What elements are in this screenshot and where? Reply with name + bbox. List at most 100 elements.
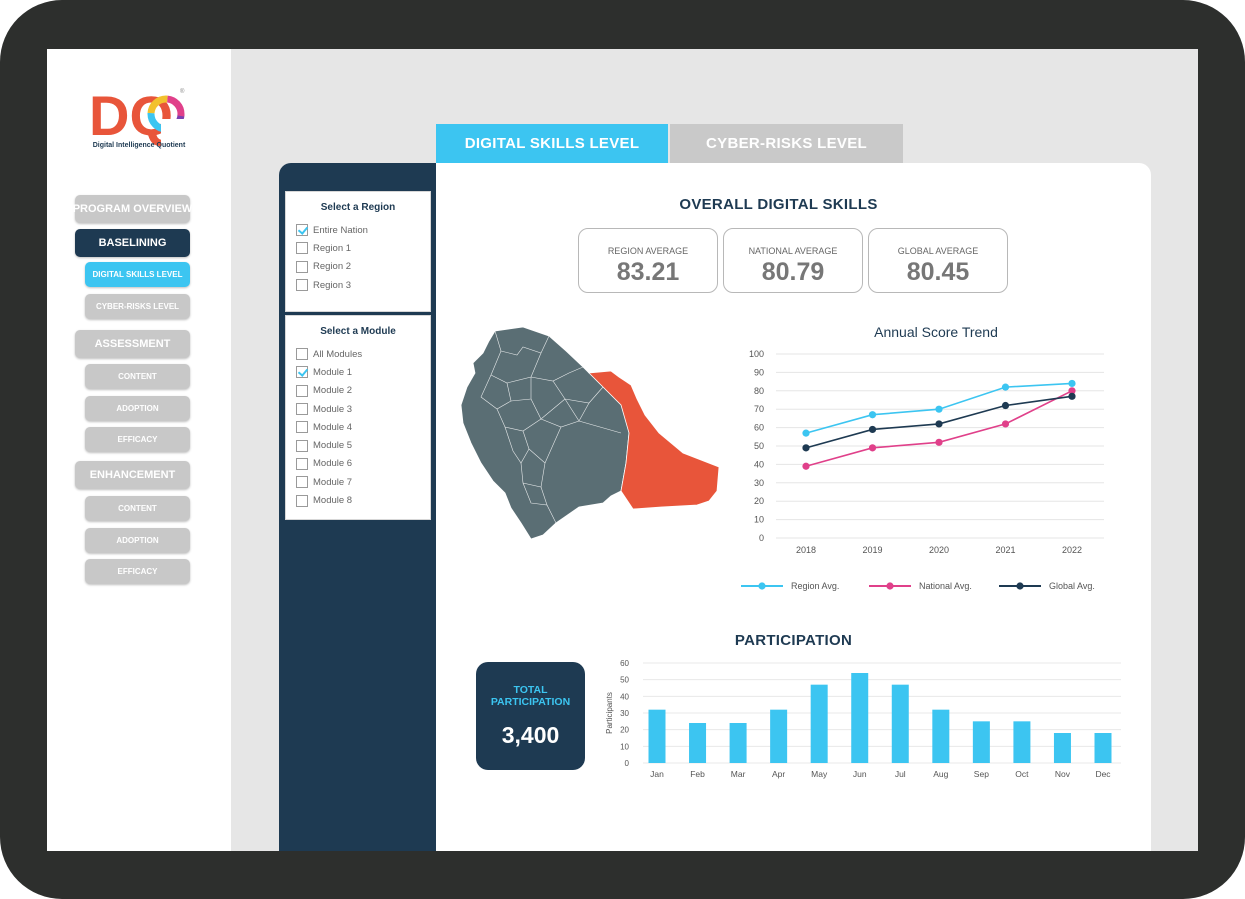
region-option[interactable]: Region 2	[286, 258, 430, 276]
nav-assessment-content[interactable]: CONTENT	[85, 364, 190, 389]
module-option[interactable]: Module 6	[286, 455, 430, 473]
region-option[interactable]: Entire Nation	[286, 221, 430, 239]
data-point	[802, 444, 810, 452]
dq-logo-icon: DQ ®	[89, 84, 187, 153]
x-tick-label: Feb	[690, 769, 705, 779]
bar	[932, 709, 950, 763]
total-participation-card: TOTAL PARTICIPATION 3,400	[476, 662, 585, 770]
module-option[interactable]: Module 4	[286, 418, 430, 436]
module-checkbox[interactable]	[296, 494, 308, 507]
module-option-label: Module 8	[313, 495, 353, 507]
nav-assessment[interactable]: ASSESSMENT	[75, 330, 190, 358]
national-average-value: 80.79	[761, 258, 825, 286]
data-point	[802, 462, 810, 470]
bar	[648, 709, 666, 763]
y-tick-label: 50	[620, 676, 629, 685]
filter-column: Select a Region Entire Nation Region 1 Reg…	[279, 163, 436, 851]
module-option-label: Module 4	[313, 421, 353, 433]
region-option[interactable]: Region 1	[286, 239, 430, 257]
module-option[interactable]: All Modules	[286, 345, 430, 363]
y-tick-label: 30	[620, 709, 629, 718]
y-axis-label: Participants	[605, 692, 614, 734]
tab-digital-skills-level[interactable]: DIGITAL SKILLS LEVEL	[436, 124, 668, 163]
main-content: OVERALL DIGITAL SKILLS REGION AVERAGE 83…	[436, 163, 1151, 851]
x-tick-label: Aug	[933, 769, 948, 779]
nav-enhancement-efficacy[interactable]: EFFICACY	[85, 559, 190, 584]
data-point	[935, 420, 943, 428]
nav-assessment-adoption[interactable]: ADOPTION	[85, 396, 190, 421]
module-checkbox[interactable]	[296, 421, 308, 434]
region-checkbox[interactable]	[296, 260, 308, 273]
y-tick-label: 70	[754, 404, 764, 414]
module-option[interactable]: Module 1	[286, 363, 430, 381]
module-checkbox[interactable]	[296, 403, 308, 416]
nav-enhancement-content[interactable]: CONTENT	[85, 496, 190, 521]
total-participation-label: TOTAL PARTICIPATION	[490, 684, 571, 708]
bar	[1094, 733, 1112, 763]
module-option-label: Module 5	[313, 440, 353, 452]
participation-title: PARTICIPATION	[734, 632, 853, 649]
nav-program-overview[interactable]: PROGRAM OVERVIEW	[73, 195, 192, 223]
module-checkbox[interactable]	[296, 476, 308, 489]
nav-enhancement[interactable]: ENHANCEMENT	[75, 461, 190, 489]
y-tick-label: 20	[754, 496, 764, 506]
nav-baselining[interactable]: BASELINING	[75, 229, 190, 257]
bar	[689, 723, 707, 763]
region-option-label: Entire Nation	[313, 224, 368, 236]
map-main-region[interactable]	[461, 326, 634, 540]
module-checkbox[interactable]	[296, 457, 308, 470]
module-option[interactable]: Module 7	[286, 473, 430, 491]
x-tick-label: Oct	[1015, 769, 1029, 779]
data-point	[868, 425, 877, 434]
national-average-label: NATIONAL AVERAGE	[748, 246, 838, 256]
region-average-value: 83.21	[616, 258, 680, 286]
map-highlighted-region[interactable]	[588, 370, 720, 510]
nav-enhancement-adoption[interactable]: ADOPTION	[85, 528, 190, 553]
x-tick-label: Jan	[650, 769, 664, 779]
y-tick-label: 60	[620, 659, 629, 668]
module-option[interactable]: Module 5	[286, 436, 430, 454]
data-point	[868, 411, 877, 419]
data-point	[1001, 383, 1010, 391]
y-tick-label: 10	[754, 515, 764, 525]
y-tick-label: 50	[754, 441, 764, 451]
total-participation-value: 3,400	[501, 722, 560, 748]
x-tick-label: 2022	[1062, 545, 1082, 555]
legend-label: Region Avg.	[791, 581, 839, 591]
x-tick-label: Sep	[974, 769, 989, 779]
region-option[interactable]: Region 3	[286, 276, 430, 294]
x-tick-label: Jul	[895, 769, 906, 779]
region-checkbox[interactable]	[296, 279, 308, 292]
module-option[interactable]: Module 2	[286, 382, 430, 400]
module-checkbox[interactable]	[296, 348, 308, 361]
region-filter-title: Select a Region	[320, 202, 396, 213]
nav-assessment-efficacy[interactable]: EFFICACY	[85, 427, 190, 452]
screen: DQ ® Digital Intelligence Quotient PROGR…	[47, 49, 1198, 851]
bar	[1053, 733, 1071, 763]
nav-digital-skills-level[interactable]: DIGITAL SKILLS LEVEL	[85, 262, 190, 287]
y-tick-label: 0	[625, 759, 630, 768]
legend-swatch-dot	[886, 582, 894, 590]
region-average-card: REGION AVERAGE 83.21	[578, 228, 718, 293]
y-tick-label: 0	[759, 533, 764, 543]
module-option[interactable]: Module 8	[286, 491, 430, 509]
module-options: All Modules Module 1 Module 2 Module 3 Modul…	[286, 345, 430, 510]
national-average-card: NATIONAL AVERAGE 80.79	[723, 228, 863, 293]
region-checkbox[interactable]	[296, 242, 308, 255]
tab-cyber-risks-level[interactable]: CYBER-RISKS LEVEL	[670, 124, 903, 163]
module-checkbox[interactable]	[296, 439, 308, 452]
module-option-label: Module 1	[313, 366, 353, 378]
region-checkbox[interactable]	[296, 224, 308, 237]
region-option-label: Region 3	[313, 279, 352, 291]
logo-registered-mark: ®	[180, 88, 185, 95]
logo-letters: DQ	[89, 84, 173, 147]
bar	[1013, 721, 1031, 763]
module-checkbox[interactable]	[296, 366, 308, 379]
region-map[interactable]	[461, 323, 726, 543]
data-point	[1001, 420, 1010, 428]
nav-cyber-risks-level[interactable]: CYBER-RISKS LEVEL	[85, 294, 190, 319]
bar	[770, 709, 788, 763]
module-checkbox[interactable]	[296, 384, 308, 397]
module-option[interactable]: Module 3	[286, 400, 430, 418]
